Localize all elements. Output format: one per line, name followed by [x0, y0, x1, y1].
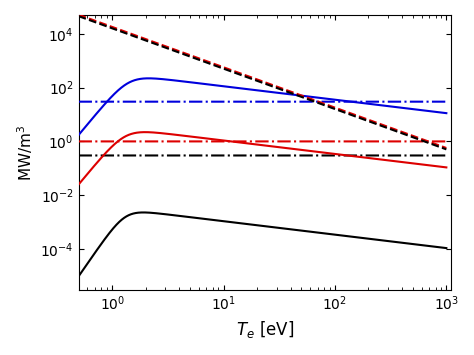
X-axis label: $T_e$ [eV]: $T_e$ [eV] [236, 319, 294, 340]
Y-axis label: MW/m$^3$: MW/m$^3$ [15, 124, 35, 181]
